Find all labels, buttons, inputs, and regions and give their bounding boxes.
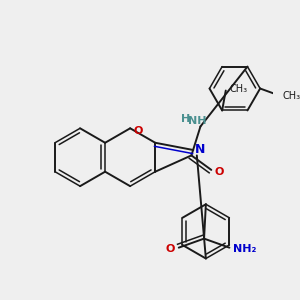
Text: O: O [134, 126, 143, 136]
Text: CH₃: CH₃ [283, 91, 300, 101]
Text: N: N [195, 143, 206, 157]
Text: O: O [215, 167, 224, 177]
Text: NH₂: NH₂ [233, 244, 256, 254]
Text: NH: NH [188, 116, 206, 126]
Text: CH₃: CH₃ [230, 84, 247, 94]
Text: H: H [181, 114, 190, 124]
Text: O: O [166, 244, 175, 254]
